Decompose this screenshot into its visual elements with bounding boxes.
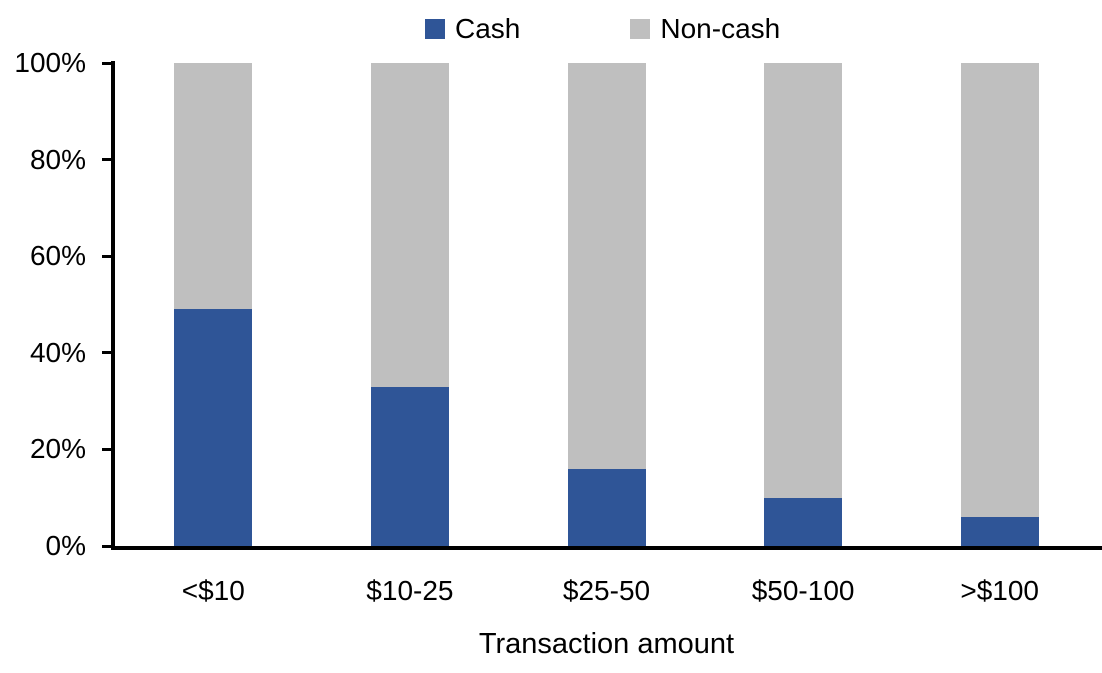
x-axis-category-label: $50-100 [751, 575, 855, 606]
bar-non-cash-2 [567, 63, 646, 469]
y-axis-tick-label: 40% [29, 336, 86, 368]
y-axis-tick-label: 60% [29, 240, 86, 272]
y-axis-tick-label: 20% [29, 433, 86, 465]
y-axis-tick [102, 61, 111, 65]
legend-swatch-icon [630, 19, 651, 39]
bar-cash-0 [174, 309, 253, 546]
x-axis-category-label: <$10 [181, 575, 245, 606]
bar-cash-2 [567, 468, 646, 546]
bar-cash-3 [764, 497, 843, 546]
y-axis-tick-label: 0% [45, 530, 86, 561]
x-axis-title: Transaction amount [478, 628, 735, 660]
legend-item-non-cash: Non-cash [630, 14, 780, 44]
bar-cash-1 [370, 386, 449, 546]
bar-non-cash-4 [960, 63, 1039, 518]
legend-swatch-icon [425, 19, 445, 39]
x-axis-category-label: >$100 [960, 575, 1039, 606]
legend-item-cash: Cash [425, 14, 520, 44]
x-axis-line [111, 546, 1102, 550]
y-axis-tick [102, 351, 111, 355]
y-axis-tick [102, 158, 111, 162]
y-axis-tick [102, 544, 111, 548]
legend-label: Non-cash [660, 13, 781, 44]
y-axis-tick [102, 447, 111, 451]
bar-non-cash-0 [174, 63, 253, 310]
y-axis-tick [102, 254, 111, 258]
y-axis-line [111, 61, 115, 550]
x-axis-category-label: $25-50 [562, 575, 651, 606]
x-axis-category-label: $10-25 [366, 575, 454, 606]
y-axis-tick-label: 80% [29, 143, 86, 175]
legend-label: Cash [455, 13, 521, 44]
y-axis-tick-label: 100% [14, 47, 86, 78]
chart-legend: Cash Non-cash [425, 14, 780, 44]
bar-non-cash-1 [370, 63, 449, 387]
bar-cash-4 [960, 517, 1039, 546]
bar-non-cash-3 [764, 63, 843, 498]
